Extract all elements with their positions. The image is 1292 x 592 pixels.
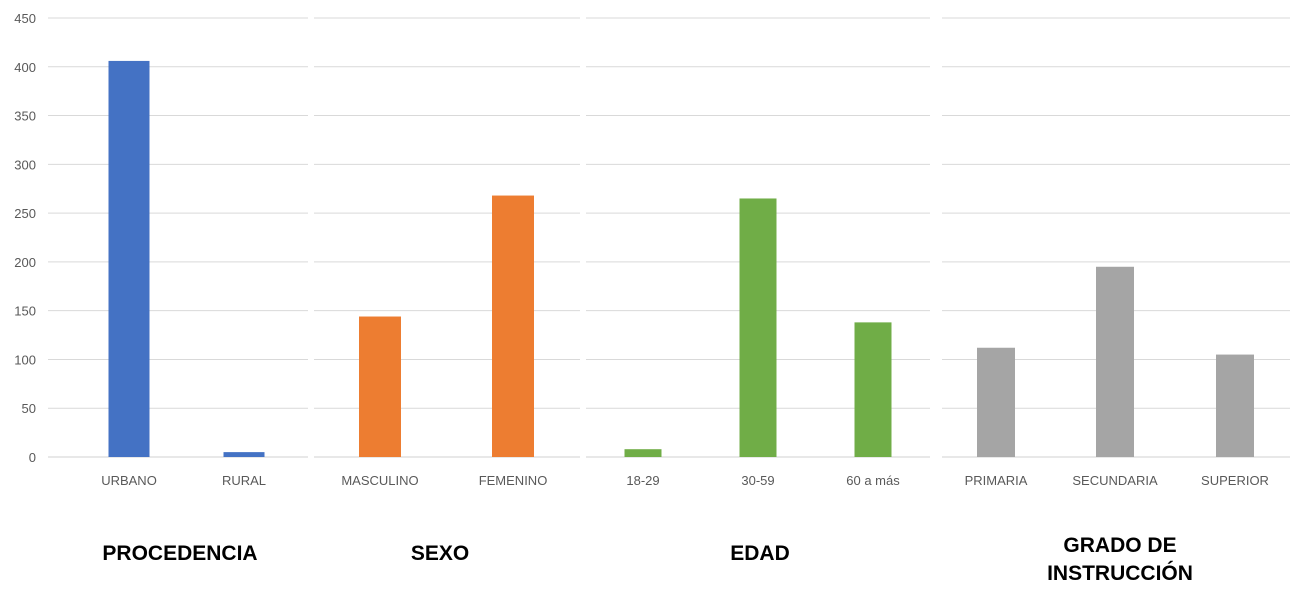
group-title-grado-line2: INSTRUCCIÓN xyxy=(1047,562,1193,585)
y-tick-label: 300 xyxy=(14,157,36,172)
group-title-edad: EDAD xyxy=(730,542,790,565)
category-label: SUPERIOR xyxy=(1201,473,1269,488)
category-label: FEMENINO xyxy=(479,473,548,488)
category-label: URBANO xyxy=(101,473,157,488)
bar xyxy=(1096,266,1134,457)
category-label: 18-29 xyxy=(626,473,659,488)
category-labels: URBANO RURAL MASCULINO FEMENINO 18-29 30-59 60… xyxy=(101,473,1269,488)
bar xyxy=(1216,354,1254,457)
group-title-grado: GRADO DE INSTRUCCIÓN xyxy=(1010,532,1230,588)
bar xyxy=(977,347,1015,457)
bar xyxy=(223,452,265,457)
bar xyxy=(739,198,777,457)
bar xyxy=(108,60,150,458)
bar xyxy=(492,195,534,457)
y-axis-ticks: 0 50 100 150 200 250 300 350 400 450 xyxy=(14,11,36,465)
y-tick-label: 0 xyxy=(29,450,36,465)
group-title-sexo: SEXO xyxy=(410,542,470,565)
bar xyxy=(624,449,662,457)
y-tick-label: 100 xyxy=(14,352,36,367)
y-tick-label: 450 xyxy=(14,11,36,26)
y-tick-label: 400 xyxy=(14,60,36,75)
group-title-procedencia: PROCEDENCIA xyxy=(102,542,258,565)
group-title-grado-line1: GRADO DE xyxy=(1063,534,1177,557)
category-label: 30-59 xyxy=(741,473,774,488)
bars xyxy=(108,60,1254,458)
bar xyxy=(854,322,892,457)
y-tick-label: 50 xyxy=(22,401,36,416)
y-tick-label: 350 xyxy=(14,109,36,124)
bar xyxy=(359,316,401,457)
y-tick-label: 250 xyxy=(14,206,36,221)
category-label: SECUNDARIA xyxy=(1072,473,1158,488)
y-tick-label: 200 xyxy=(14,255,36,270)
category-label: MASCULINO xyxy=(341,473,418,488)
category-label: PRIMARIA xyxy=(965,473,1028,488)
category-label: RURAL xyxy=(222,473,266,488)
y-tick-label: 150 xyxy=(14,304,36,319)
category-label: 60 a más xyxy=(846,473,900,488)
